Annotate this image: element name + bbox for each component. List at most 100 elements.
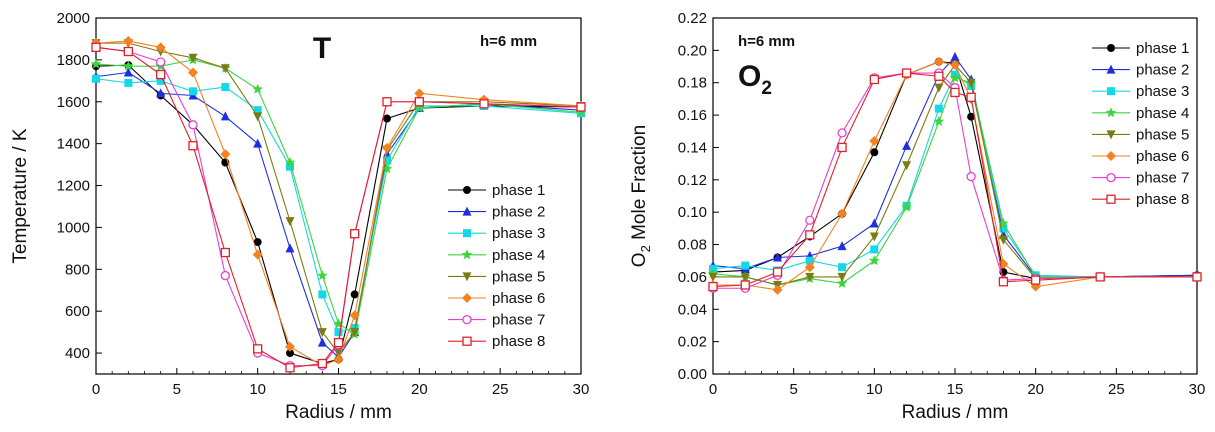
data-point — [382, 97, 392, 107]
data-point — [286, 162, 294, 171]
y-tick-label: 0.12 — [678, 172, 707, 189]
series-7 — [708, 68, 1202, 293]
legend-label: phase 2 — [492, 204, 545, 221]
y-tick-label: 0.02 — [678, 334, 707, 351]
legend-label: phase 5 — [1136, 126, 1189, 143]
x-tick-label: 15 — [330, 381, 347, 398]
data-point — [708, 272, 718, 282]
data-point — [741, 261, 750, 270]
chart-title: O2 — [738, 60, 772, 99]
data-point — [317, 337, 327, 347]
data-point — [285, 243, 295, 253]
data-point — [91, 42, 101, 52]
data-point — [837, 142, 847, 153]
height-annotation: h=6 mm — [480, 33, 537, 50]
data-point — [156, 76, 165, 85]
y-tick-label: 0.14 — [678, 139, 707, 156]
legend-label: phase 1 — [1136, 40, 1189, 57]
data-point — [350, 323, 359, 332]
data-point — [837, 272, 847, 282]
legend-label: phase 1 — [492, 182, 545, 199]
series-line — [713, 72, 1197, 289]
data-point — [414, 97, 424, 107]
y-tick-label: 1200 — [57, 178, 90, 195]
data-point — [576, 102, 586, 112]
y-tick-label: 0.08 — [678, 237, 707, 254]
data-point — [123, 60, 134, 71]
data-point — [479, 99, 489, 109]
data-point — [90, 58, 102, 69]
data-point — [156, 88, 166, 98]
data-point — [220, 149, 231, 160]
x-axis-label: Radius / mm — [902, 402, 1009, 423]
series-line — [96, 42, 582, 354]
legend-label: phase 8 — [1136, 191, 1189, 208]
data-point — [966, 78, 976, 88]
data-point — [414, 102, 425, 113]
series-4 — [90, 54, 587, 339]
legend-marker — [462, 293, 472, 303]
series-8 — [708, 68, 1202, 292]
data-point — [949, 72, 961, 83]
data-point — [156, 57, 166, 67]
series-3 — [92, 74, 585, 337]
y-axis-label: Temperature / K — [10, 128, 31, 263]
data-point — [383, 156, 391, 165]
data-point — [869, 255, 880, 266]
data-point — [966, 92, 976, 102]
data-point — [999, 224, 1008, 233]
legend-marker — [462, 272, 472, 282]
y-tick-label: 2000 — [57, 10, 90, 27]
legend-marker — [1106, 64, 1116, 74]
chart-panel-2: 0 5 10 15 20 25 30 0.00 0.02 0.04 0.06 0.08 0.10 0.12… — [629, 10, 1205, 423]
data-point — [286, 349, 294, 358]
data-point — [934, 71, 944, 81]
data-point — [285, 217, 295, 227]
data-point — [838, 263, 847, 272]
data-point — [950, 59, 960, 70]
y-tick-label: 0.04 — [678, 301, 707, 318]
data-point — [253, 138, 263, 148]
y-tick-label: 400 — [65, 345, 90, 362]
data-point — [92, 74, 100, 83]
data-point — [934, 83, 944, 93]
x-axis-label: Radius / mm — [285, 402, 392, 423]
y-axis-label: O2 Mole Fraction — [629, 125, 653, 267]
legend-marker — [462, 314, 472, 325]
data-point — [253, 238, 262, 247]
data-point — [188, 53, 198, 63]
data-point — [901, 201, 912, 212]
data-point — [253, 344, 263, 354]
data-point — [220, 64, 230, 74]
series-line — [713, 61, 1197, 291]
data-point — [804, 262, 815, 273]
data-point — [902, 161, 912, 171]
data-point — [155, 42, 166, 53]
data-point — [966, 171, 976, 182]
data-point — [837, 128, 847, 138]
data-point — [350, 328, 360, 338]
data-point — [998, 277, 1009, 287]
y-tick-label: 1800 — [57, 52, 90, 69]
data-point — [382, 142, 392, 153]
data-point — [221, 83, 230, 92]
data-point — [220, 247, 230, 258]
data-point — [123, 46, 133, 57]
data-point — [870, 148, 879, 157]
y-tick-label: 1000 — [57, 219, 90, 236]
x-tick-label: 30 — [573, 381, 590, 398]
y-tick-label: 0.22 — [678, 10, 707, 27]
series-line — [712, 73, 1197, 278]
legend-marker — [1105, 107, 1117, 118]
data-point — [805, 215, 815, 225]
x-tick-label: 30 — [1189, 381, 1206, 398]
data-point — [334, 328, 343, 337]
data-point — [1192, 272, 1202, 282]
series-line — [95, 46, 582, 369]
y-tick-label: 1400 — [57, 136, 90, 153]
data-point — [381, 163, 393, 174]
x-tick-label: 5 — [173, 381, 181, 398]
legend-label: phase 6 — [492, 290, 545, 307]
data-point — [1031, 275, 1041, 285]
legend-label: phase 4 — [492, 247, 545, 264]
